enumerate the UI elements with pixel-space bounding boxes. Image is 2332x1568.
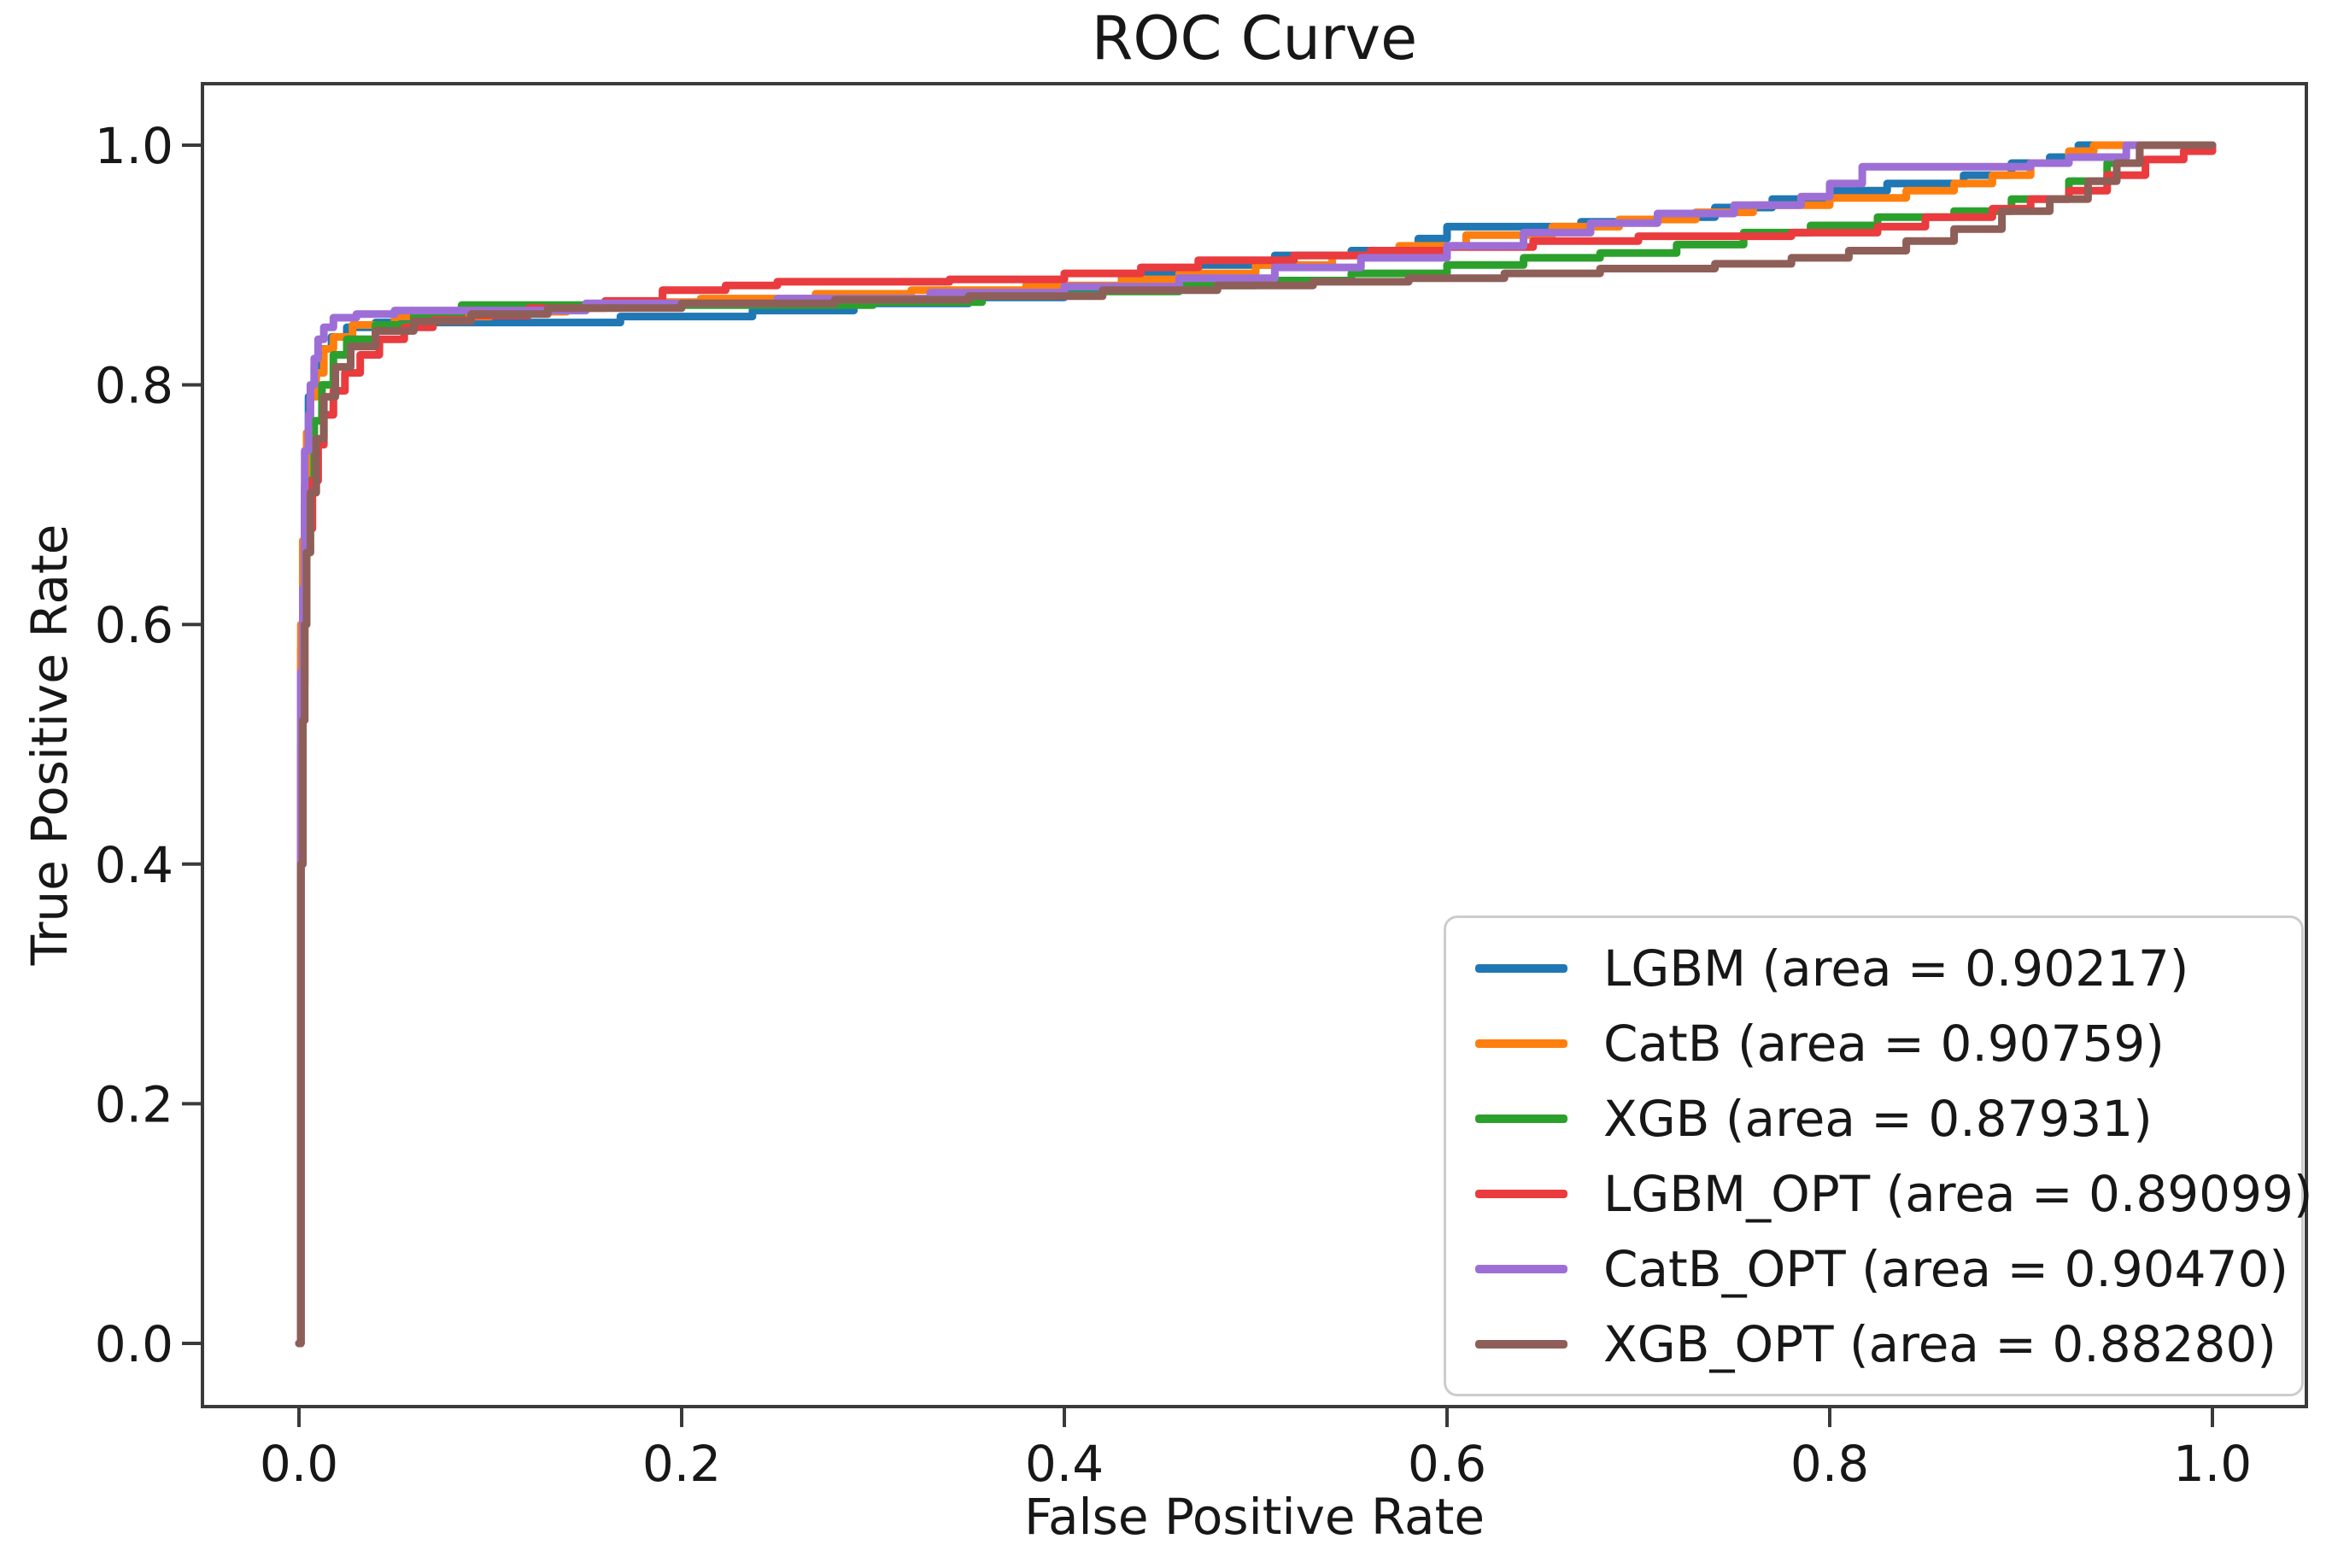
- legend-row-lgbm-opt: LGBM_OPT (area = 0.89099): [1446, 1156, 2313, 1232]
- x-tick-label: 1.0: [2173, 1435, 2252, 1493]
- x-tick-label: 0.8: [1790, 1435, 1869, 1493]
- legend-label-xgb-opt: XGB_OPT (area = 0.88280): [1603, 1314, 2276, 1373]
- y-tick-label: 0.4: [95, 836, 173, 894]
- legend-label-xgb: XGB (area = 0.87931): [1603, 1089, 2153, 1148]
- chart-title: ROC Curve: [1091, 3, 1418, 73]
- legend-line-swatch-xgb-opt: [1475, 1339, 1567, 1349]
- legend-label-lgbm: LGBM (area = 0.90217): [1603, 939, 2189, 998]
- x-tick-label: 0.4: [1025, 1435, 1104, 1493]
- legend-label-catb: CatB (area = 0.90759): [1603, 1014, 2165, 1073]
- y-tick-label: 0.6: [95, 596, 173, 654]
- legend-line-swatch-lgbm: [1475, 963, 1567, 973]
- legend-label-catb-opt: CatB_OPT (area = 0.90470): [1603, 1239, 2288, 1298]
- legend-row-xgb: XGB (area = 0.87931): [1446, 1081, 2301, 1156]
- y-tick-label: 0.0: [95, 1315, 173, 1373]
- legend-row-xgb-opt: XGB_OPT (area = 0.88280): [1446, 1307, 2301, 1382]
- x-tick-label: 0.2: [642, 1435, 721, 1493]
- roc-curve-catb: [295, 141, 2217, 1348]
- x-tick-label: 0.6: [1408, 1435, 1486, 1493]
- x-tick-label: 0.0: [260, 1435, 338, 1493]
- x-axis-label: False Positive Rate: [1023, 1488, 1485, 1546]
- legend-row-catb: CatB (area = 0.90759): [1446, 1006, 2301, 1081]
- y-axis-label: True Positive Rate: [21, 524, 79, 966]
- y-tick-label: 1.0: [95, 117, 173, 175]
- legend-row-lgbm: LGBM (area = 0.90217): [1446, 931, 2301, 1006]
- y-tick-label: 0.8: [95, 357, 173, 415]
- legend-row-catb-opt: CatB_OPT (area = 0.90470): [1446, 1232, 2301, 1307]
- legend-line-swatch-catb: [1475, 1039, 1567, 1048]
- legend-line-swatch-xgb: [1475, 1114, 1567, 1123]
- plot-frame: [201, 82, 2308, 1408]
- legend-label-lgbm-opt: LGBM_OPT (area = 0.89099): [1603, 1164, 2313, 1223]
- legend-line-swatch-catb-opt: [1475, 1264, 1567, 1273]
- legend: LGBM (area = 0.90217) CatB (area = 0.907…: [1444, 916, 2313, 1396]
- roc-curve-xgb_opt: [295, 141, 2217, 1348]
- legend-line-swatch-lgbm-opt: [1475, 1189, 1567, 1198]
- y-tick-label: 0.2: [95, 1075, 173, 1133]
